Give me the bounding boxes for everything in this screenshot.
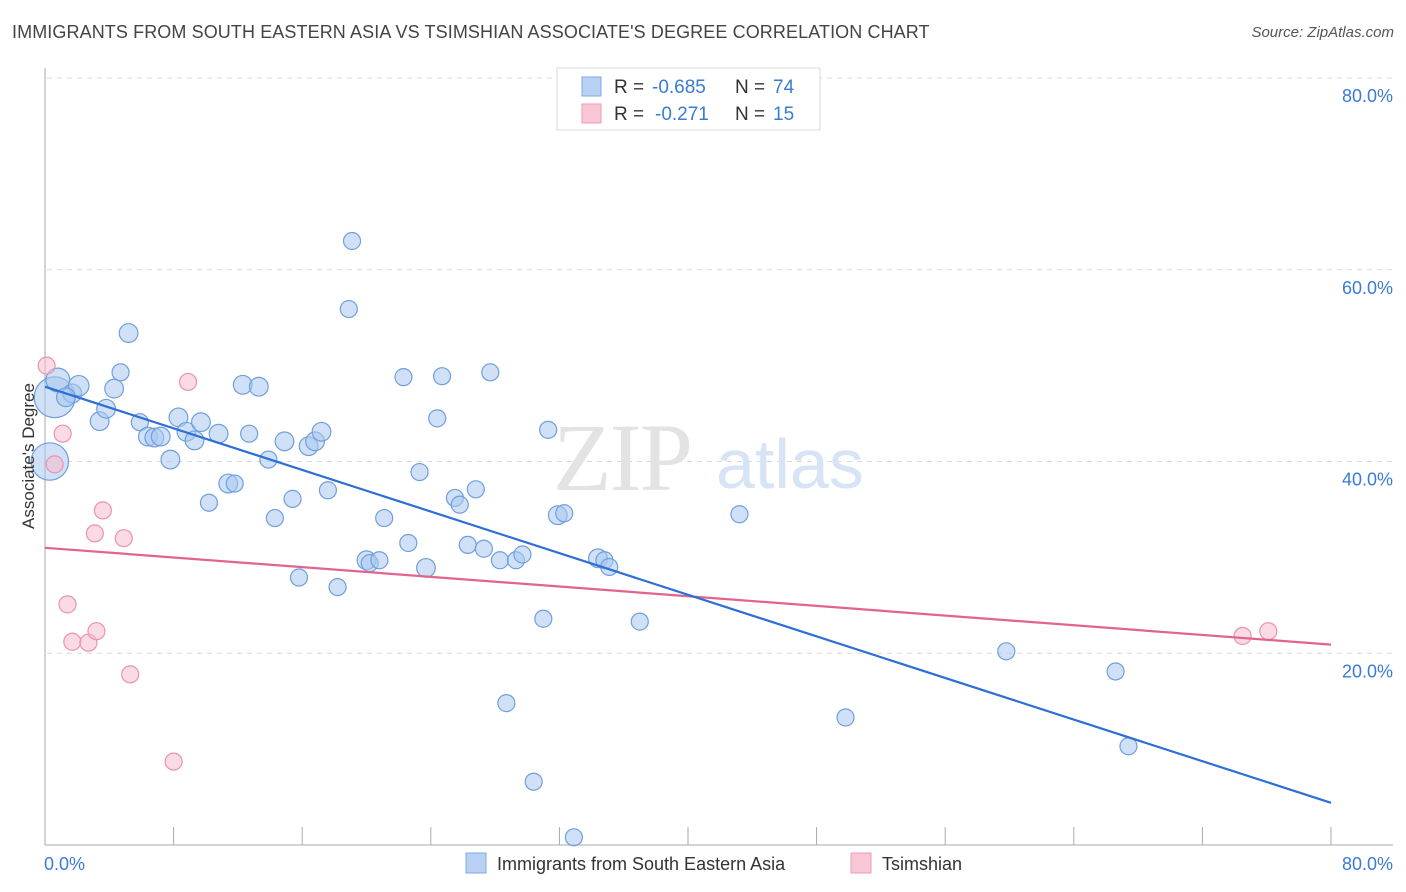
data-point-immigrants (630, 612, 649, 631)
legend-swatch-tsimshian (850, 852, 872, 874)
data-point-immigrants (564, 828, 583, 847)
data-point-immigrants (104, 378, 125, 399)
trend-lines (44, 385, 1332, 804)
data-point-immigrants (399, 533, 418, 553)
data-point-immigrants (534, 609, 553, 628)
data-point-tsimshian (93, 501, 112, 520)
stats-r-value-1: -0.685 (652, 77, 706, 98)
data-point-tsimshian (85, 524, 104, 543)
data-point-immigrants (118, 323, 139, 343)
data-point-tsimshian (121, 665, 140, 684)
stats-swatch-pink (581, 103, 602, 124)
stats-n-label-1: N = (735, 77, 765, 98)
stats-n-label-2: N = (735, 104, 765, 125)
data-point-immigrants (375, 508, 394, 528)
legend-label-tsimshian: Tsimshian (882, 854, 962, 874)
data-point-immigrants (410, 462, 429, 482)
y-tick-label-20: 20.0% (1342, 661, 1393, 681)
stats-r-label-1: R = (614, 77, 644, 98)
legend-swatch-immigrants (465, 852, 487, 874)
trend-line-tsimshian (44, 546, 1332, 646)
data-point-immigrants (274, 431, 295, 452)
trend-line-immigrants (44, 385, 1332, 804)
data-point-tsimshian (63, 632, 82, 651)
data-point-immigrants (67, 374, 90, 397)
data-point-immigrants (342, 231, 362, 251)
data-point-immigrants (265, 508, 284, 528)
data-point-tsimshian (87, 622, 106, 641)
data-point-tsimshian (114, 529, 133, 548)
data-point-immigrants (289, 568, 309, 587)
chart-title: IMMIGRANTS FROM SOUTH EASTERN ASIA VS TS… (12, 22, 930, 42)
data-point-tsimshian (58, 595, 77, 614)
data-point-immigrants (524, 772, 543, 791)
legend: Immigrants from South Eastern Asia Tsims… (465, 852, 962, 874)
data-point-tsimshian (37, 356, 56, 375)
stats-n-value-2: 15 (773, 104, 794, 125)
x-tick-label-min: 0.0% (44, 854, 85, 874)
data-point-immigrants (490, 551, 510, 570)
data-point-immigrants (458, 535, 477, 555)
data-point-immigrants (432, 367, 452, 386)
data-point-immigrants (730, 505, 749, 524)
y-tick-label-60: 60.0% (1342, 278, 1393, 298)
data-point-tsimshian (53, 424, 72, 443)
y-tick-label-80: 80.0% (1342, 86, 1393, 106)
watermark: ZIP atlas (553, 404, 864, 511)
data-point-immigrants (394, 368, 413, 387)
data-point-immigrants (150, 426, 171, 447)
series-tsimshian-points (37, 356, 1278, 771)
data-point-immigrants (240, 424, 259, 443)
data-point-immigrants (160, 449, 181, 470)
data-point-immigrants (1106, 662, 1125, 681)
data-point-immigrants (318, 481, 338, 500)
data-point-tsimshian (45, 455, 64, 474)
data-point-immigrants (474, 539, 493, 558)
series-immigrants-points (30, 231, 1138, 847)
data-point-immigrants (997, 642, 1016, 661)
data-point-immigrants (311, 421, 332, 442)
watermark-atlas: atlas (716, 425, 864, 503)
data-point-immigrants (111, 363, 130, 382)
data-point-immigrants (199, 493, 219, 512)
watermark-zip: ZIP (553, 404, 691, 511)
y-tick-label-40: 40.0% (1342, 470, 1393, 490)
y-tick-labels: 20.0% 40.0% 60.0% 80.0% (1342, 86, 1393, 681)
data-point-tsimshian (1259, 622, 1278, 641)
gridlines (47, 77, 1393, 654)
stats-box: R = -0.685 N = 74 R = -0.271 N = 15 (556, 67, 821, 131)
data-point-immigrants (328, 577, 347, 597)
y-axis-label: Associate's Degree (19, 383, 38, 529)
legend-label-immigrants: Immigrants from South Eastern Asia (497, 854, 786, 874)
data-point-immigrants (466, 480, 485, 499)
x-tick-label-max: 80.0% (1342, 854, 1393, 874)
data-point-immigrants (497, 694, 516, 713)
data-point-tsimshian (1233, 626, 1252, 646)
data-point-immigrants (225, 474, 244, 493)
data-point-immigrants (539, 420, 558, 439)
data-point-immigrants (190, 412, 211, 433)
data-point-immigrants (513, 545, 532, 564)
source-credit: Source: ZipAtlas.com (1251, 24, 1394, 41)
data-point-immigrants (481, 363, 500, 382)
data-point-immigrants (428, 409, 447, 428)
data-point-immigrants (836, 708, 855, 727)
data-point-immigrants (450, 495, 469, 514)
data-point-immigrants (248, 376, 269, 397)
stats-r-label-2: R = (614, 104, 644, 125)
data-point-immigrants (416, 557, 436, 578)
data-point-tsimshian (164, 752, 183, 771)
data-point-immigrants (555, 504, 574, 523)
stats-n-value-1: 74 (773, 77, 795, 98)
stats-swatch-blue (581, 76, 602, 97)
data-point-immigrants (370, 551, 389, 570)
data-point-immigrants (339, 299, 358, 319)
data-point-tsimshian (178, 372, 198, 392)
data-point-immigrants (283, 489, 302, 508)
stats-r-value-2: -0.271 (655, 104, 709, 125)
